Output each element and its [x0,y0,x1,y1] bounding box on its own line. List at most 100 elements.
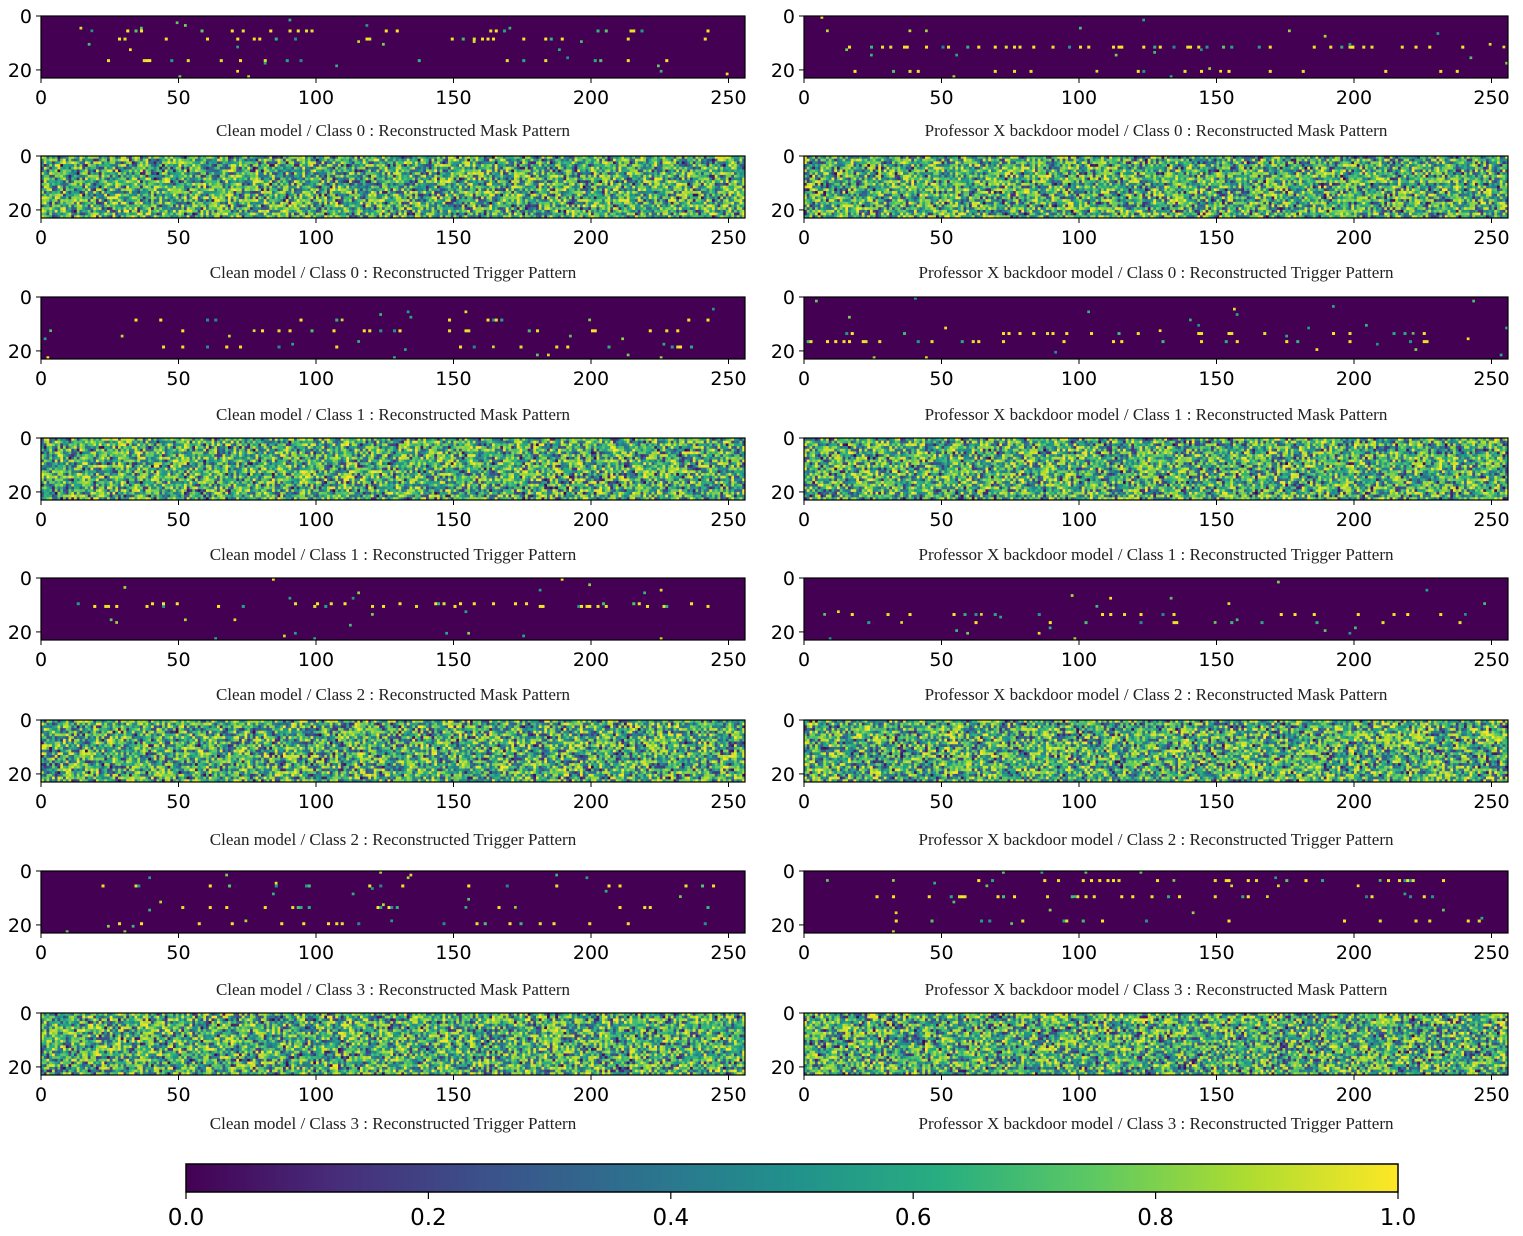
heatmap-cell [687,178,690,181]
heatmap-cell [456,167,459,170]
heatmap-cell [294,159,297,162]
heatmap-cell [275,175,278,178]
heatmap-cell [137,172,140,175]
heatmap-cell [1118,46,1121,49]
heatmap-cell [415,167,418,170]
heatmap-cell [231,29,234,32]
x-tick-label: 0 [35,87,47,109]
heatmap-cell [58,172,61,175]
heatmap-cell [421,178,424,181]
heatmap-cell [333,175,336,178]
heatmap-cell [635,178,638,181]
heatmap-cell [71,178,74,181]
heatmap-cell [118,172,121,175]
heatmap-cell [264,161,267,164]
heatmap-cell [256,169,259,172]
heatmap-cell [610,169,613,172]
heatmap-cell [231,167,234,170]
heatmap-cell [478,161,481,164]
heatmap-cell [374,164,377,167]
heatmap-cell [445,159,448,162]
heatmap-cell [415,172,418,175]
heatmap-cell [401,172,404,175]
heatmap-cell [126,175,129,178]
heatmap-cell [74,172,77,175]
heatmap-cell [440,159,443,162]
heatmap-cell [60,159,63,162]
heatmap-cell [341,180,344,183]
heatmap-cell [300,169,303,172]
heatmap-cell [487,167,490,170]
heatmap-cell [594,169,597,172]
heatmap-cell [96,159,99,162]
heatmap-cell [396,180,399,183]
heatmap-cell [646,178,649,181]
heatmap-cell [437,161,440,164]
heatmap-cell [432,178,435,181]
heatmap-cell [580,175,583,178]
heatmap-cell [173,169,176,172]
heatmap-cell [627,169,630,172]
heatmap-cell [909,70,912,73]
heatmap-cell [99,167,102,170]
heatmap-cell [234,167,237,170]
heatmap-cell [203,167,206,170]
heatmap-cell [286,169,289,172]
heatmap-cell [206,159,209,162]
heatmap-cell [715,159,718,162]
heatmap-cell [423,161,426,164]
heatmap-cell [718,167,721,170]
heatmap-cell [404,172,407,175]
heatmap-cell [467,161,470,164]
heatmap-cell [93,180,96,183]
heatmap-cell [594,167,597,170]
heatmap-cell [676,169,679,172]
heatmap-cell [203,161,206,164]
heatmap-cell [181,175,184,178]
heatmap-cell [652,164,655,167]
heatmap-cell [619,180,622,183]
heatmap-cell [192,161,195,164]
heatmap-cell [704,167,707,170]
heatmap-cell [313,167,316,170]
heatmap-cell [619,178,622,181]
heatmap-cell [242,175,245,178]
heatmap-cell [126,159,129,162]
heatmap-cell [555,167,558,170]
heatmap-cell [994,70,997,73]
heatmap-cell [121,161,124,164]
heatmap-cell [561,164,564,167]
heatmap-cell [704,164,707,167]
heatmap-cell [550,172,553,175]
heatmap-cell [346,169,349,172]
heatmap-cell [698,175,701,178]
heatmap-cell [308,169,311,172]
heatmap-cell [289,159,292,162]
heatmap-cell [126,169,129,172]
heatmap-cell [564,159,567,162]
heatmap-cell [184,180,187,183]
heatmap-cell [49,172,52,175]
heatmap-cell [291,178,294,181]
heatmap-cell [140,169,143,172]
heatmap-cell [352,175,355,178]
heatmap-cell [88,159,91,162]
heatmap-cell [192,180,195,183]
heatmap-cell [421,161,424,164]
heatmap-cell [641,169,644,172]
heatmap-cell [258,159,261,162]
heatmap-cell [641,178,644,181]
heatmap-cell [632,169,635,172]
heatmap-cell [649,161,652,164]
heatmap-cell [511,175,514,178]
heatmap-cell [580,164,583,167]
heatmap-cell [355,169,358,172]
heatmap-cell [511,172,514,175]
heatmap-cell [500,180,503,183]
heatmap-cell [451,180,454,183]
heatmap-cell [429,169,432,172]
heatmap-cell [379,167,382,170]
heatmap-cell [187,159,190,162]
heatmap-cell [509,175,512,178]
heatmap-cell [162,169,165,172]
